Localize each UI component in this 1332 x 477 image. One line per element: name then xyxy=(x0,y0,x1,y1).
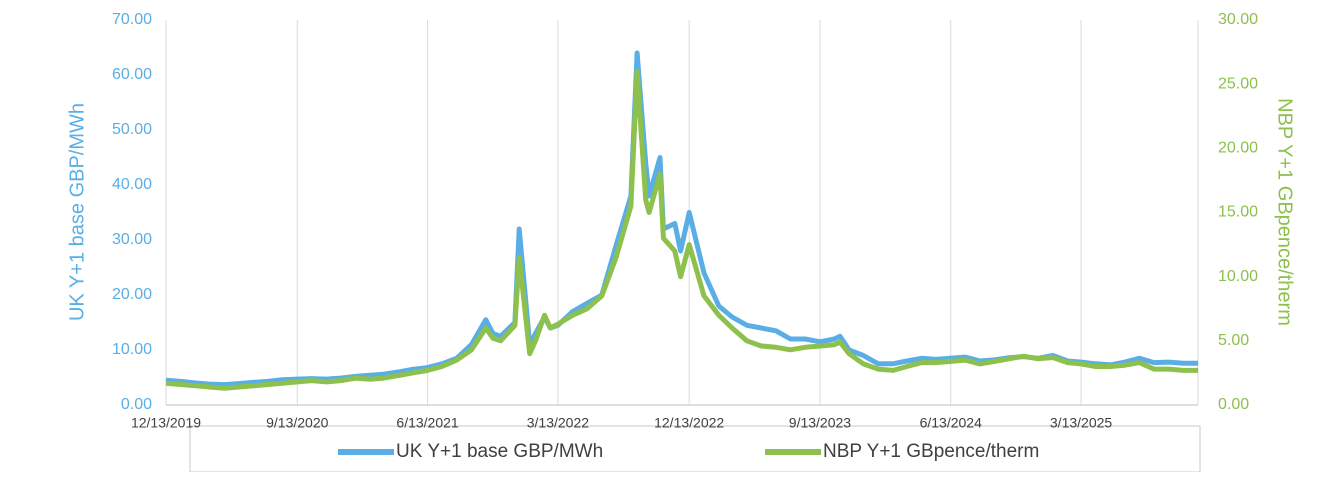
y2-tick-label: 10.00 xyxy=(1218,268,1258,285)
y-tick-label: 70.00 xyxy=(112,11,152,28)
y-tick-label: 60.00 xyxy=(112,66,152,83)
x-tick-label: 6/13/2024 xyxy=(920,415,982,431)
legend-label: UK Y+1 base GBP/MWh xyxy=(396,441,603,462)
y-tick-label: 20.00 xyxy=(112,286,152,303)
y2-tick-label: 0.00 xyxy=(1218,396,1249,413)
y-axis-title: UK Y+1 base GBP/MWh xyxy=(66,103,88,321)
x-tick-label: 3/13/2025 xyxy=(1050,415,1112,431)
y2-tick-label: 15.00 xyxy=(1218,204,1258,221)
y-tick-label: 0.00 xyxy=(121,396,152,413)
y-tick-label: 50.00 xyxy=(112,121,152,138)
y-tick-label: 30.00 xyxy=(112,231,152,248)
y-tick-label: 40.00 xyxy=(112,176,152,193)
y2-tick-label: 20.00 xyxy=(1218,140,1258,157)
x-tick-label: 12/13/2022 xyxy=(654,415,724,431)
x-tick-label: 6/13/2021 xyxy=(396,415,458,431)
y2-tick-label: 25.00 xyxy=(1218,75,1258,92)
y2-axis-title: NBP Y+1 GBpence/therm xyxy=(1274,98,1296,326)
x-tick-label: 3/13/2022 xyxy=(527,415,589,431)
y-tick-label: 10.00 xyxy=(112,341,152,358)
x-tick-label: 9/13/2023 xyxy=(789,415,851,431)
y2-tick-label: 30.00 xyxy=(1218,11,1258,28)
x-tick-label: 9/13/2020 xyxy=(266,415,328,431)
y2-tick-label: 5.00 xyxy=(1218,332,1249,349)
legend-label: NBP Y+1 GBpence/therm xyxy=(823,441,1039,462)
series-line xyxy=(165,50,1198,388)
series-line xyxy=(165,68,1198,391)
x-tick-label: 12/13/2019 xyxy=(131,415,201,431)
